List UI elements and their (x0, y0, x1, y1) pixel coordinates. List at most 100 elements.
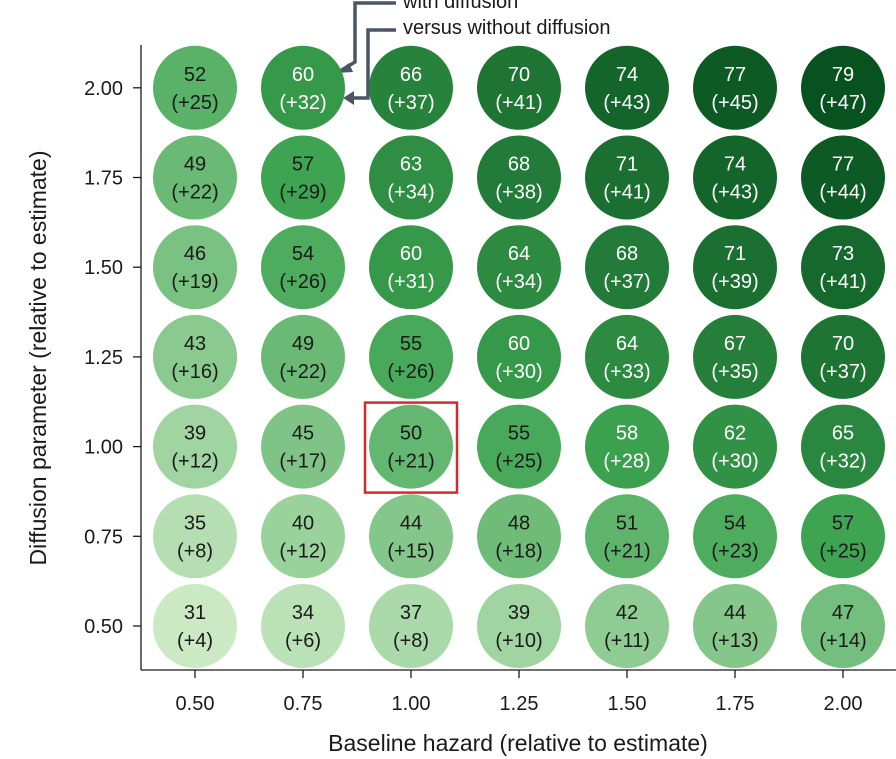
cell-value: 43 (184, 333, 206, 355)
heatmap-cell: 57 (+25) (801, 494, 885, 579)
cell-circle (369, 584, 453, 668)
cell-value: 77 (832, 154, 854, 176)
cell-diff: (+30) (711, 451, 758, 473)
heatmap-cell: 77 (+45) (693, 45, 777, 130)
cell-diff: (+22) (279, 361, 326, 383)
cell-value: 60 (400, 243, 422, 265)
cell-circle (477, 584, 561, 668)
cell-circle (693, 225, 777, 310)
heatmap-cell: 54 (+23) (693, 494, 777, 579)
cell-circle (585, 225, 669, 310)
heatmap-cell: 49 (+22) (261, 314, 345, 399)
heatmap-cell: 70 (+41) (477, 45, 561, 130)
cell-circle (693, 494, 777, 579)
cell-circle (261, 494, 345, 579)
heatmap-cell: 37 (+8) (369, 584, 453, 668)
cell-diff: (+25) (171, 92, 218, 114)
cell-diff: (+12) (171, 451, 218, 473)
cell-circle (585, 314, 669, 399)
y-tick-label: 1.75 (84, 168, 123, 190)
cell-value: 58 (616, 423, 638, 445)
heatmap-cell: 40 (+12) (261, 494, 345, 579)
cell-layer: 31(+4)34(+6)37(+8)39(+10)42(+11)44(+13)4… (153, 45, 885, 668)
cell-value: 63 (400, 154, 422, 176)
cell-value: 62 (724, 423, 746, 445)
cell-value: 34 (292, 602, 314, 624)
cell-value: 68 (508, 154, 530, 176)
heatmap-cell: 68 (+37) (585, 225, 669, 310)
heatmap-cell: 68 (+38) (477, 135, 561, 220)
cell-value: 65 (832, 423, 854, 445)
cell-diff: (+37) (387, 92, 434, 114)
cell-value: 74 (616, 64, 638, 86)
cell-diff: (+25) (819, 540, 866, 562)
cell-diff: (+6) (285, 630, 321, 652)
cell-value: 48 (508, 512, 530, 534)
cell-diff: (+10) (495, 630, 542, 652)
cell-circle (477, 494, 561, 579)
cell-value: 50 (400, 423, 422, 445)
cell-diff: (+43) (711, 182, 758, 204)
cell-value: 45 (292, 423, 314, 445)
cell-diff: (+28) (603, 451, 650, 473)
cell-diff: (+17) (279, 451, 326, 473)
heatmap-cell: 63 (+34) (369, 135, 453, 220)
heatmap-cell: 79 (+47) (801, 45, 885, 130)
cell-diff: (+26) (387, 361, 434, 383)
cell-diff: (+47) (819, 92, 866, 114)
cell-circle (477, 45, 561, 130)
x-tick-label: 0.75 (284, 693, 323, 715)
x-tick-layer: 0.50 0.75 1.00 1.25 1.50 1.75 2.00 (176, 670, 862, 715)
cell-circle (801, 45, 885, 130)
cell-circle (585, 404, 669, 489)
heatmap-cell: 50 (+21) (369, 404, 453, 489)
cell-circle (477, 314, 561, 399)
cell-value: 39 (184, 423, 206, 445)
y-tick-label: 0.50 (84, 616, 123, 638)
heatmap-cell: 49 (+22) (153, 135, 237, 220)
cell-circle (261, 314, 345, 399)
cell-diff: (+39) (711, 271, 758, 293)
heatmap-cell: 60 (+32) (261, 45, 345, 130)
cell-circle (153, 404, 237, 489)
annotation-arrow-lower-head (343, 91, 354, 105)
cell-diff: (+23) (711, 540, 758, 562)
cell-value: 51 (616, 512, 638, 534)
cell-value: 55 (400, 333, 422, 355)
cell-circle (153, 45, 237, 130)
cell-diff: (+41) (819, 271, 866, 293)
cell-diff: (+21) (603, 540, 650, 562)
cell-circle (261, 45, 345, 130)
cell-diff: (+30) (495, 361, 542, 383)
cell-diff: (+41) (495, 92, 542, 114)
annotation-arrow-lower-line (351, 28, 396, 100)
heatmap-cell: 60 (+31) (369, 225, 453, 310)
cell-circle (369, 135, 453, 220)
cell-circle (801, 225, 885, 310)
cell-circle (477, 404, 561, 489)
cell-value: 79 (832, 64, 854, 86)
cell-value: 46 (184, 243, 206, 265)
cell-circle (153, 314, 237, 399)
cell-diff: (+12) (279, 540, 326, 562)
cell-diff: (+34) (387, 182, 434, 204)
cell-value: 54 (724, 512, 746, 534)
cell-circle (693, 314, 777, 399)
cell-circle (261, 225, 345, 310)
cell-value: 74 (724, 154, 746, 176)
cell-diff: (+13) (711, 630, 758, 652)
y-tick-label: 0.75 (84, 526, 123, 548)
cell-diff: (+37) (819, 361, 866, 383)
cell-circle (801, 314, 885, 399)
cell-value: 57 (832, 512, 854, 534)
heatmap-cell: 55 (+26) (369, 314, 453, 399)
cell-circle (153, 225, 237, 310)
cell-diff: (+32) (819, 451, 866, 473)
cell-diff: (+38) (495, 182, 542, 204)
cell-diff: (+31) (387, 271, 434, 293)
cell-value: 71 (616, 154, 638, 176)
cell-value: 66 (400, 64, 422, 86)
y-tick-label: 2.00 (84, 78, 123, 100)
cell-value: 44 (400, 512, 422, 534)
